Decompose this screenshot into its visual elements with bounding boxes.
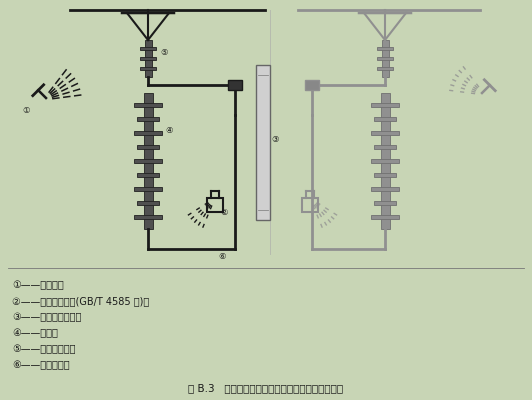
Text: ⑤——隔离绝缘子；: ⑤——隔离绝缘子； bbox=[12, 344, 76, 354]
Bar bbox=[380, 93, 389, 229]
Bar bbox=[134, 215, 162, 219]
Bar bbox=[374, 201, 396, 205]
Text: ②——盐雾喷射喷嘴(GB/T 4585 型)；: ②——盐雾喷射喷嘴(GB/T 4585 型)； bbox=[12, 296, 149, 306]
Bar bbox=[371, 103, 399, 107]
Bar bbox=[134, 159, 162, 163]
Bar bbox=[374, 173, 396, 177]
Text: ③: ③ bbox=[271, 135, 278, 144]
Bar bbox=[371, 159, 399, 163]
Bar bbox=[305, 80, 319, 90]
Bar bbox=[381, 40, 388, 77]
Bar bbox=[145, 40, 152, 77]
Bar bbox=[207, 198, 223, 212]
Text: ③——紫外线氙弧灯；: ③——紫外线氙弧灯； bbox=[12, 312, 81, 322]
Text: 图 B.3   典型的雨和盐雾喷射系统以及氙弧灯的设置: 图 B.3 典型的雨和盐雾喷射系统以及氙弧灯的设置 bbox=[188, 383, 344, 393]
Bar bbox=[137, 173, 159, 177]
Text: ①: ① bbox=[22, 106, 29, 115]
Bar bbox=[144, 93, 153, 229]
Bar bbox=[377, 67, 393, 70]
Bar bbox=[302, 198, 318, 212]
Text: ①——雨喷嘴；: ①——雨喷嘴； bbox=[12, 280, 64, 290]
Bar bbox=[371, 187, 399, 191]
Bar bbox=[256, 65, 270, 220]
Text: ④: ④ bbox=[165, 126, 172, 135]
Bar bbox=[228, 80, 242, 90]
Bar bbox=[377, 57, 393, 60]
Bar bbox=[374, 145, 396, 149]
Bar bbox=[140, 67, 156, 70]
Bar bbox=[140, 47, 156, 50]
Text: ⑥——高压电源。: ⑥——高压电源。 bbox=[12, 360, 70, 370]
Bar bbox=[134, 131, 162, 135]
Bar bbox=[371, 215, 399, 219]
Bar bbox=[137, 201, 159, 205]
Bar bbox=[137, 117, 159, 121]
Bar bbox=[134, 187, 162, 191]
Text: ⑥: ⑥ bbox=[218, 252, 226, 261]
Bar bbox=[134, 103, 162, 107]
Text: ④——试品；: ④——试品； bbox=[12, 328, 58, 338]
Text: ②: ② bbox=[220, 208, 228, 217]
Bar bbox=[377, 47, 393, 50]
Bar bbox=[371, 131, 399, 135]
Bar bbox=[140, 57, 156, 60]
Text: ⑤: ⑤ bbox=[160, 48, 168, 57]
Bar bbox=[137, 145, 159, 149]
Bar bbox=[374, 117, 396, 121]
